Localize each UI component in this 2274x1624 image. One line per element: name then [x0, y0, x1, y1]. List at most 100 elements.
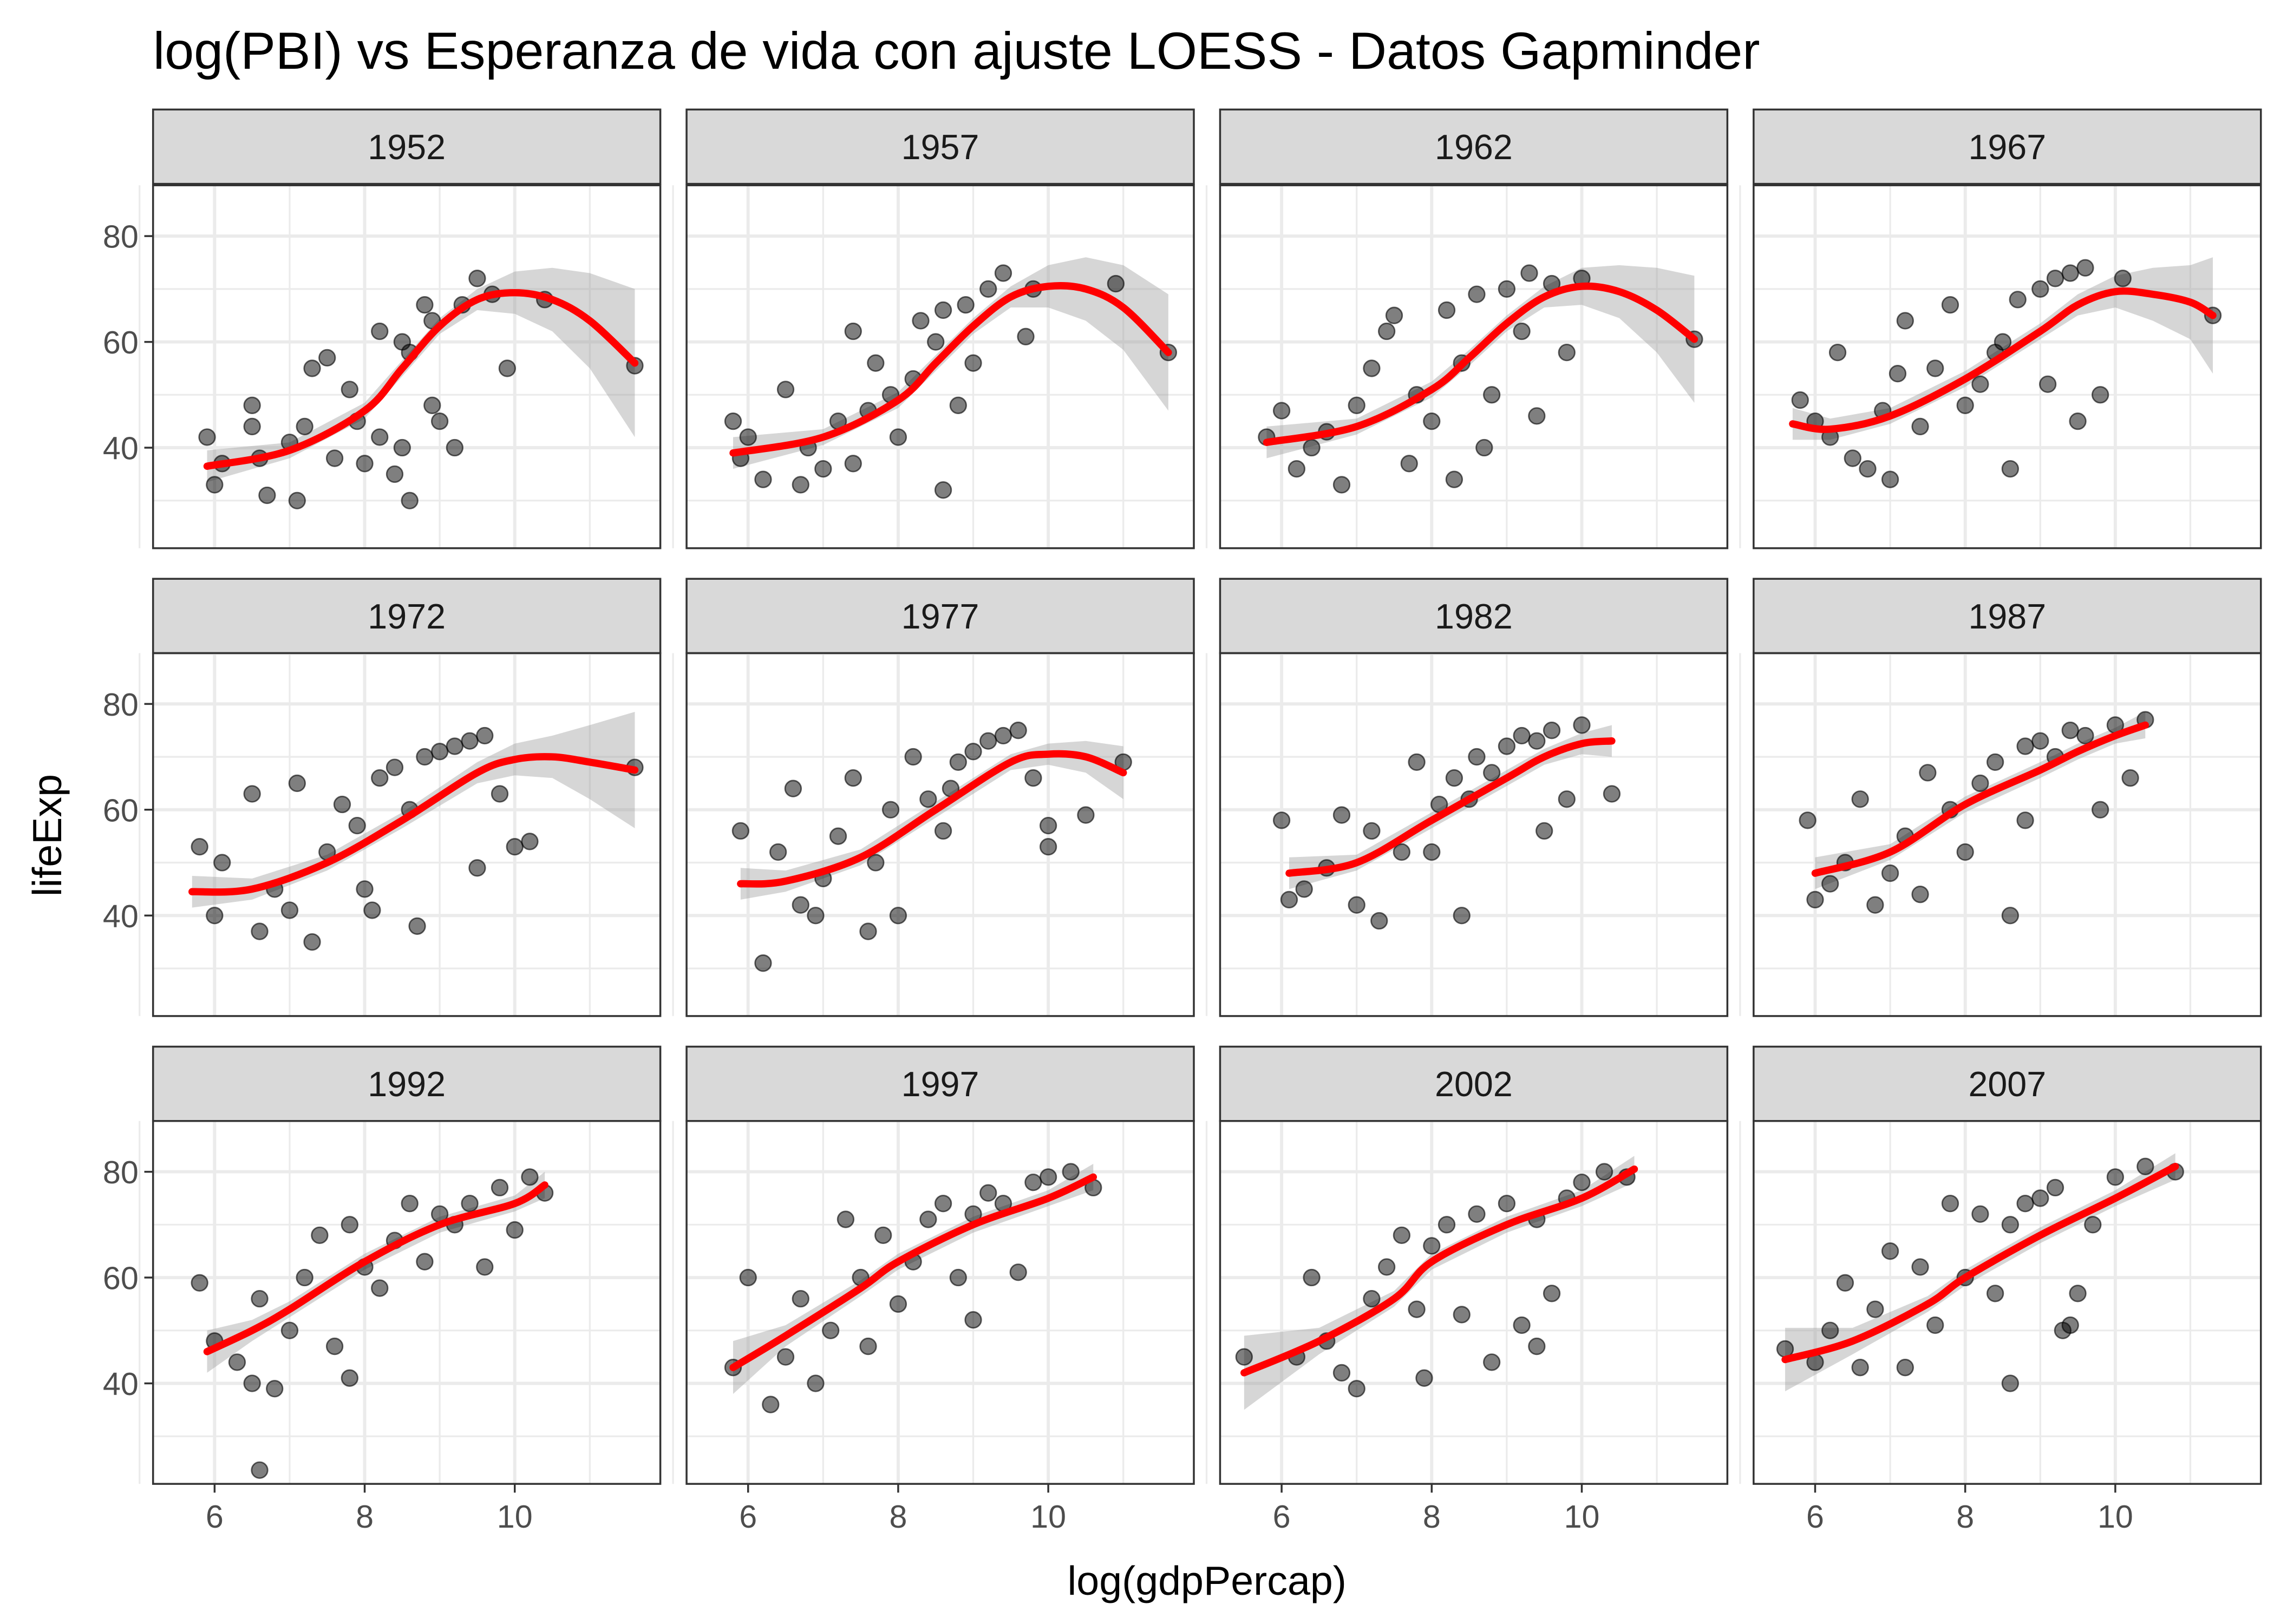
facet-panel-2007: 2007 6 8 10	[1739, 1045, 2262, 1535]
data-point	[1468, 1205, 1486, 1223]
data-point	[2106, 1168, 2125, 1186]
data-point	[446, 737, 464, 755]
data-point	[1866, 1300, 1884, 1318]
data-point	[957, 296, 975, 314]
data-point	[1272, 811, 1291, 829]
data-point	[1851, 1359, 1869, 1377]
data-point	[874, 1226, 892, 1245]
data-point	[2076, 726, 2094, 745]
data-point	[191, 838, 208, 856]
facet-strip-label: 1982	[1435, 597, 1513, 636]
data-point	[1851, 790, 1869, 808]
data-point	[844, 769, 862, 787]
data-point	[1393, 843, 1411, 861]
facet-strip-label: 1967	[1968, 128, 2046, 167]
data-point	[754, 954, 772, 972]
x-tick-label: 8	[356, 1498, 374, 1535]
data-point	[1919, 764, 1937, 782]
loess-line	[729, 1173, 1097, 1371]
data-point	[461, 732, 479, 750]
data-point	[1009, 1263, 1027, 1281]
data-point	[994, 726, 1012, 745]
data-point	[1363, 1289, 1381, 1308]
facet-panel-1957: 1957	[672, 108, 1195, 549]
data-point	[461, 1195, 479, 1213]
data-point	[1941, 296, 1959, 314]
facet-panel-1987: 1987	[1739, 578, 2262, 1017]
facet-strip-label: 1957	[901, 128, 979, 167]
panel-border	[1219, 184, 1729, 549]
data-point	[776, 381, 795, 398]
data-point	[2038, 375, 2057, 393]
data-point	[919, 1210, 937, 1228]
data-point	[949, 753, 967, 771]
data-point	[251, 1289, 269, 1308]
data-point	[1791, 391, 1809, 409]
loess-line	[737, 750, 1127, 888]
data-point	[2061, 1316, 2079, 1334]
data-point	[1941, 1195, 1959, 1213]
data-point	[2092, 386, 2109, 404]
data-point	[2009, 291, 2027, 309]
data-point	[1437, 301, 1456, 319]
x-tick-label: 6	[1806, 1498, 1824, 1535]
data-point	[213, 854, 231, 872]
facet-strip	[1219, 1045, 1729, 1122]
data-point	[1303, 438, 1321, 457]
data-point	[401, 1195, 419, 1213]
facet-strip	[685, 578, 1195, 654]
data-point	[1107, 274, 1125, 293]
loess-line	[203, 1181, 548, 1355]
scatter-points	[191, 726, 644, 951]
data-point	[1498, 737, 1516, 755]
data-point	[2061, 722, 2079, 739]
data-point	[934, 822, 952, 840]
data-point	[2016, 1195, 2034, 1213]
panel-border	[152, 184, 662, 549]
gridlines	[139, 1121, 661, 1484]
facet-panel-1952: 1952 40 60 80	[103, 108, 662, 549]
data-point	[2001, 907, 2020, 925]
data-point	[1039, 838, 1057, 856]
data-point	[1986, 1285, 2004, 1302]
data-point	[2092, 801, 2109, 818]
data-point	[416, 1253, 434, 1271]
data-point	[889, 1295, 907, 1313]
facet-panel-2002: 2002 6 8 10	[1205, 1045, 1729, 1535]
data-point	[2031, 1189, 2049, 1207]
data-point	[1889, 365, 1907, 383]
data-point	[814, 460, 832, 478]
data-point	[1400, 455, 1418, 473]
data-point	[243, 785, 261, 803]
data-point	[303, 359, 321, 377]
data-point	[904, 748, 922, 766]
data-point	[1332, 806, 1351, 824]
data-point	[1348, 896, 1365, 914]
gridlines	[1205, 185, 1728, 548]
facet-strip	[1753, 578, 2262, 654]
data-point	[521, 1168, 539, 1186]
data-point	[266, 1380, 284, 1398]
data-point	[1423, 412, 1441, 430]
data-point	[2001, 460, 2020, 478]
data-point	[724, 412, 742, 430]
data-point	[769, 843, 787, 861]
data-point	[1370, 912, 1388, 930]
data-point	[1408, 1300, 1426, 1318]
data-point	[2031, 732, 2049, 750]
y-tick-label: 60	[103, 1260, 139, 1296]
panel-border	[685, 652, 1195, 1017]
x-tick-label: 10	[497, 1498, 533, 1535]
scatter-points	[1799, 711, 2154, 925]
data-point	[867, 854, 885, 872]
data-point	[1423, 1237, 1441, 1255]
data-point	[288, 774, 306, 793]
loess-confidence-ribbon	[740, 741, 1123, 900]
data-point	[739, 428, 757, 446]
panel-border	[1753, 184, 2262, 549]
facet-strip-label: 1987	[1968, 597, 2046, 636]
data-point	[341, 381, 358, 398]
data-point	[506, 838, 524, 856]
data-point	[1295, 880, 1313, 898]
